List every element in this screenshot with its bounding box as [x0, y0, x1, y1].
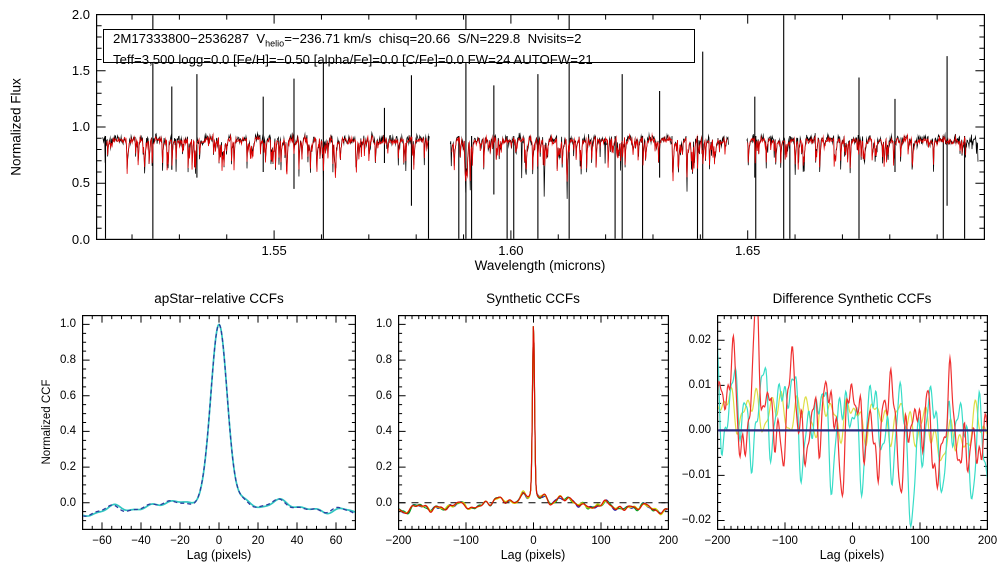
tick-label: 20: [251, 535, 265, 547]
tick-label: 0.01: [688, 379, 711, 392]
spectrum-y-axis-label: Normalized Flux: [8, 78, 24, 176]
tick-label: −60: [92, 535, 112, 547]
apstar-ccf-x-axis-label: Lag (pixels): [186, 548, 252, 562]
spectrum-info-box: 2M17333800−2536287 Vhelio=−236.71 km/s c…: [103, 29, 695, 67]
tick-label: 0: [215, 535, 223, 547]
tick-label: 1.60: [498, 243, 524, 258]
tick-label: −40: [131, 535, 151, 547]
tick-label: 0.0: [71, 231, 90, 247]
tick-label: 0.0: [376, 496, 392, 509]
tick-label: −200: [385, 535, 412, 547]
tick-label: −100: [453, 535, 479, 547]
spectrum-x-axis-label: Wavelength (microns): [474, 258, 606, 273]
difference-ccf-title: Difference Synthetic CCFs: [772, 291, 932, 306]
tick-label: 40: [290, 535, 304, 547]
tick-label: 1.5: [71, 62, 90, 78]
tick-label: −20: [170, 535, 190, 547]
tick-label: −0.01: [681, 469, 711, 482]
tick-label: 0.4: [376, 425, 392, 438]
synthetic-ccf-title: Synthetic CCFs: [486, 291, 580, 306]
tick-label: 0.8: [60, 354, 76, 367]
tick-label: 1.0: [376, 318, 392, 331]
tick-label: 0.2: [60, 461, 76, 474]
tick-label: 0.2: [376, 461, 392, 474]
vhelio-subscript: helio: [265, 38, 285, 49]
tick-label: 0.4: [60, 425, 76, 438]
info-line-2: Teff=3,500 logg=0.0 [Fe/H]=−0.50 [alpha/…: [113, 51, 593, 67]
tick-label: 0.02: [688, 334, 711, 347]
difference-ccf-x-axis-label: Lag (pixels): [819, 548, 885, 562]
tick-label: 1.0: [60, 318, 76, 331]
tick-label: −0.02: [681, 514, 711, 527]
tick-label: 1.55: [261, 243, 287, 258]
synthetic-ccf-x-axis-label: Lag (pixels): [500, 548, 566, 562]
tick-label: 0.5: [71, 175, 90, 191]
difference-ccf-plot-canvas: [717, 315, 988, 530]
tick-label: 0: [849, 535, 856, 547]
synthetic-ccf-plot-canvas: [398, 315, 669, 530]
tick-label: 0.6: [376, 389, 392, 402]
tick-label: 2.0: [71, 6, 90, 22]
apstar-ccf-title: apStar−relative CCFs: [154, 291, 284, 306]
tick-label: 0.6: [60, 389, 76, 402]
tick-label: 100: [910, 535, 930, 547]
tick-label: 200: [658, 535, 679, 547]
tick-label: 0.0: [60, 496, 76, 509]
apstar-ccf-plot-canvas: [82, 315, 356, 530]
tick-label: −200: [704, 535, 731, 547]
tick-label: 0: [530, 535, 537, 547]
info-line-1: 2M17333800−2536287 Vhelio=−236.71 km/s c…: [113, 31, 582, 49]
tick-label: −100: [772, 535, 798, 547]
tick-label: 0.00: [688, 424, 711, 437]
tick-label: 1.0: [71, 119, 90, 134]
tick-label: 0.8: [376, 354, 392, 367]
tick-label: 1.65: [735, 243, 761, 258]
tick-label: 200: [977, 535, 998, 547]
tick-label: 100: [591, 535, 611, 547]
tick-label: 60: [329, 535, 343, 547]
